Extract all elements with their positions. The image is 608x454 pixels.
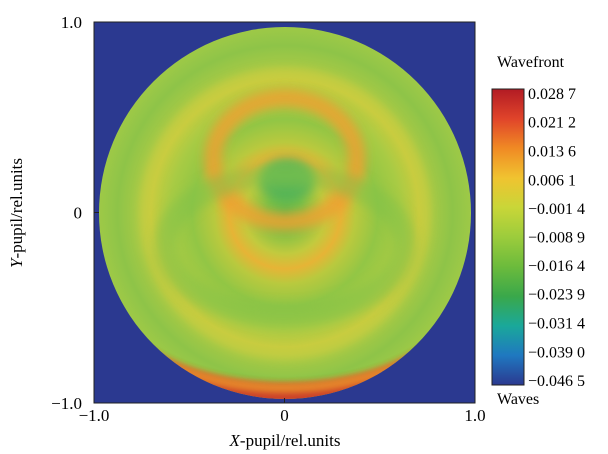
colorbar-tick-label: −0.001 4 bbox=[528, 201, 585, 218]
x-tick-label: −1.0 bbox=[79, 406, 110, 425]
bottom-orange-band bbox=[102, 330, 468, 393]
colorbar-tick-label: −0.039 0 bbox=[528, 344, 585, 361]
colorbar-tick-label: 0.021 2 bbox=[528, 115, 576, 132]
y-axis-ticks: 1.0 0 −1.0 bbox=[51, 13, 99, 413]
bottom-red-band bbox=[99, 330, 471, 399]
mid-green-zone bbox=[154, 164, 416, 326]
colorbar-tick-label: 0.028 7 bbox=[528, 86, 576, 103]
colorbar-tick-label: −0.023 9 bbox=[528, 287, 585, 304]
y-axis-label: Y-pupil/rel.units bbox=[7, 158, 26, 268]
colorbar-tick-label: −0.046 5 bbox=[528, 373, 585, 390]
colorbar-title: Wavefront bbox=[497, 54, 565, 71]
y-tick-label: −1.0 bbox=[51, 394, 82, 413]
y-tick-label: 1.0 bbox=[61, 13, 82, 32]
colorbar: Wavefront 0.028 7 0.021 2 0.013 6 0.006 1 −0… bbox=[491, 54, 585, 408]
colorbar-gradient bbox=[491, 88, 525, 386]
colorbar-unit: Waves bbox=[497, 391, 539, 408]
x-axis-ticks: −1.0 0 1.0 bbox=[79, 398, 486, 425]
colorbar-tick-label: −0.016 4 bbox=[528, 258, 585, 275]
colorbar-tick-label: −0.031 4 bbox=[528, 315, 585, 332]
x-tick-label: 1.0 bbox=[464, 406, 485, 425]
outer-light-ring bbox=[140, 69, 430, 359]
colorbar-tick-label: 0.006 1 bbox=[528, 172, 576, 189]
colorbar-tick-label: 0.013 6 bbox=[528, 144, 576, 161]
colorbar-tick-label: −0.008 9 bbox=[528, 230, 585, 247]
y-tick-label: 0 bbox=[74, 204, 83, 223]
x-axis-label: X-pupil/rel.units bbox=[229, 431, 341, 450]
inner-orange-ring bbox=[204, 89, 366, 231]
colorbar-ticks: 0.028 7 0.021 2 0.013 6 0.006 1 −0.001 4 −0.0… bbox=[528, 86, 585, 390]
pupil-heatmap bbox=[99, 27, 471, 399]
x-tick-label: 0 bbox=[280, 406, 289, 425]
